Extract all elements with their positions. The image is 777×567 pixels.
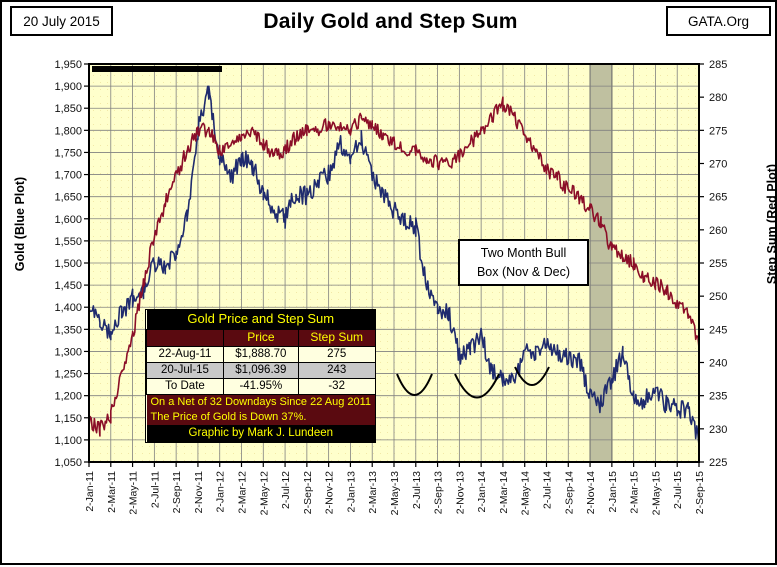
row-label: 22-Aug-11 — [147, 346, 224, 362]
legend-table: Gold Price and Step Sum Price Step Sum 2… — [145, 309, 376, 443]
bull-box-line-2: Box (Nov & Dec) — [477, 263, 570, 281]
legend-col-stepsum: Step Sum — [298, 329, 375, 346]
table-row: 22-Aug-11 $1,888.70 275 — [147, 346, 376, 362]
row-price: $1,096.39 — [223, 362, 298, 378]
row-price: $1,888.70 — [223, 346, 298, 362]
table-row: To Date -41.95% -32 — [147, 379, 376, 395]
legend-col-price: Price — [223, 329, 298, 346]
row-stepsum: -32 — [298, 379, 375, 395]
top-left-bar — [92, 66, 222, 72]
row-price: -41.95% — [223, 379, 298, 395]
legend-note-1: On a Net of 32 Downdays Since 22 Aug 201… — [147, 395, 376, 410]
row-label: To Date — [147, 379, 224, 395]
row-stepsum: 275 — [298, 346, 375, 362]
legend-col-blank — [147, 329, 224, 346]
row-stepsum: 243 — [298, 362, 375, 378]
legend-credit: Graphic by Mark J. Lundeen — [147, 425, 376, 442]
bull-box-annotation: Two Month Bull Box (Nov & Dec) — [458, 239, 589, 286]
row-label: 20-Jul-15 — [147, 362, 224, 378]
legend-note-2: The Price of Gold is Down 37%. — [147, 410, 376, 425]
legend-title: Gold Price and Step Sum — [147, 310, 376, 329]
table-row: 20-Jul-15 $1,096.39 243 — [147, 362, 376, 378]
bull-box-line-1: Two Month Bull — [481, 244, 566, 262]
